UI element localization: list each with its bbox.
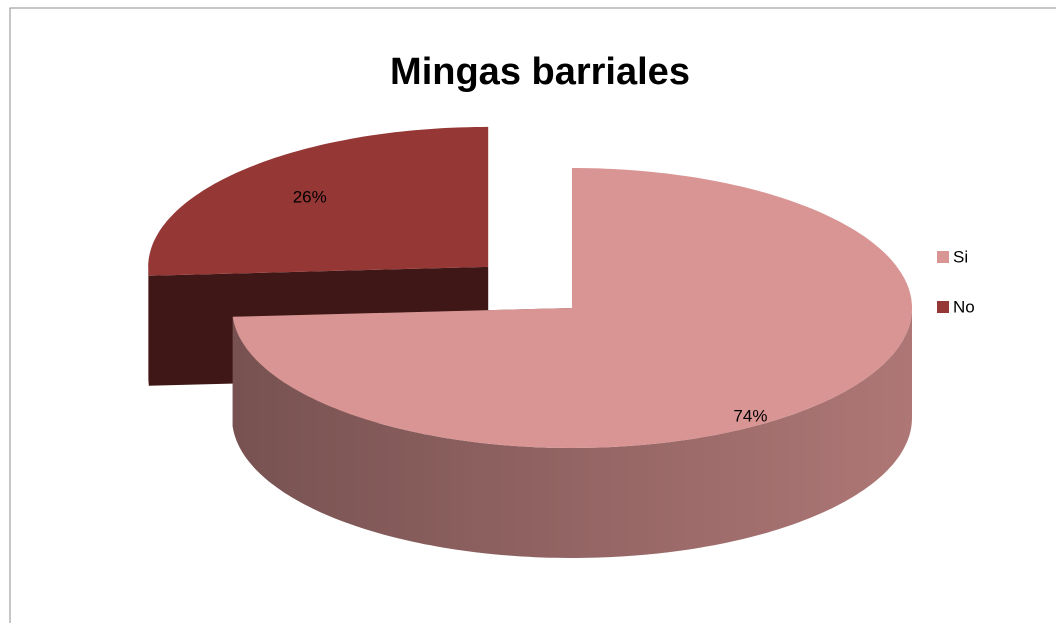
chart-title: Mingas barriales bbox=[390, 51, 690, 93]
legend-swatch bbox=[937, 301, 949, 313]
slice-top bbox=[148, 126, 489, 276]
pie-slice bbox=[232, 168, 912, 558]
slice-side bbox=[148, 266, 149, 386]
legend-label: No bbox=[953, 297, 975, 316]
slice-side bbox=[232, 308, 912, 558]
legend-swatch bbox=[937, 251, 949, 263]
legend-label: Si bbox=[953, 247, 968, 266]
slice-top bbox=[232, 168, 912, 448]
data-label: 26% bbox=[293, 187, 327, 206]
data-label: 74% bbox=[733, 406, 767, 425]
